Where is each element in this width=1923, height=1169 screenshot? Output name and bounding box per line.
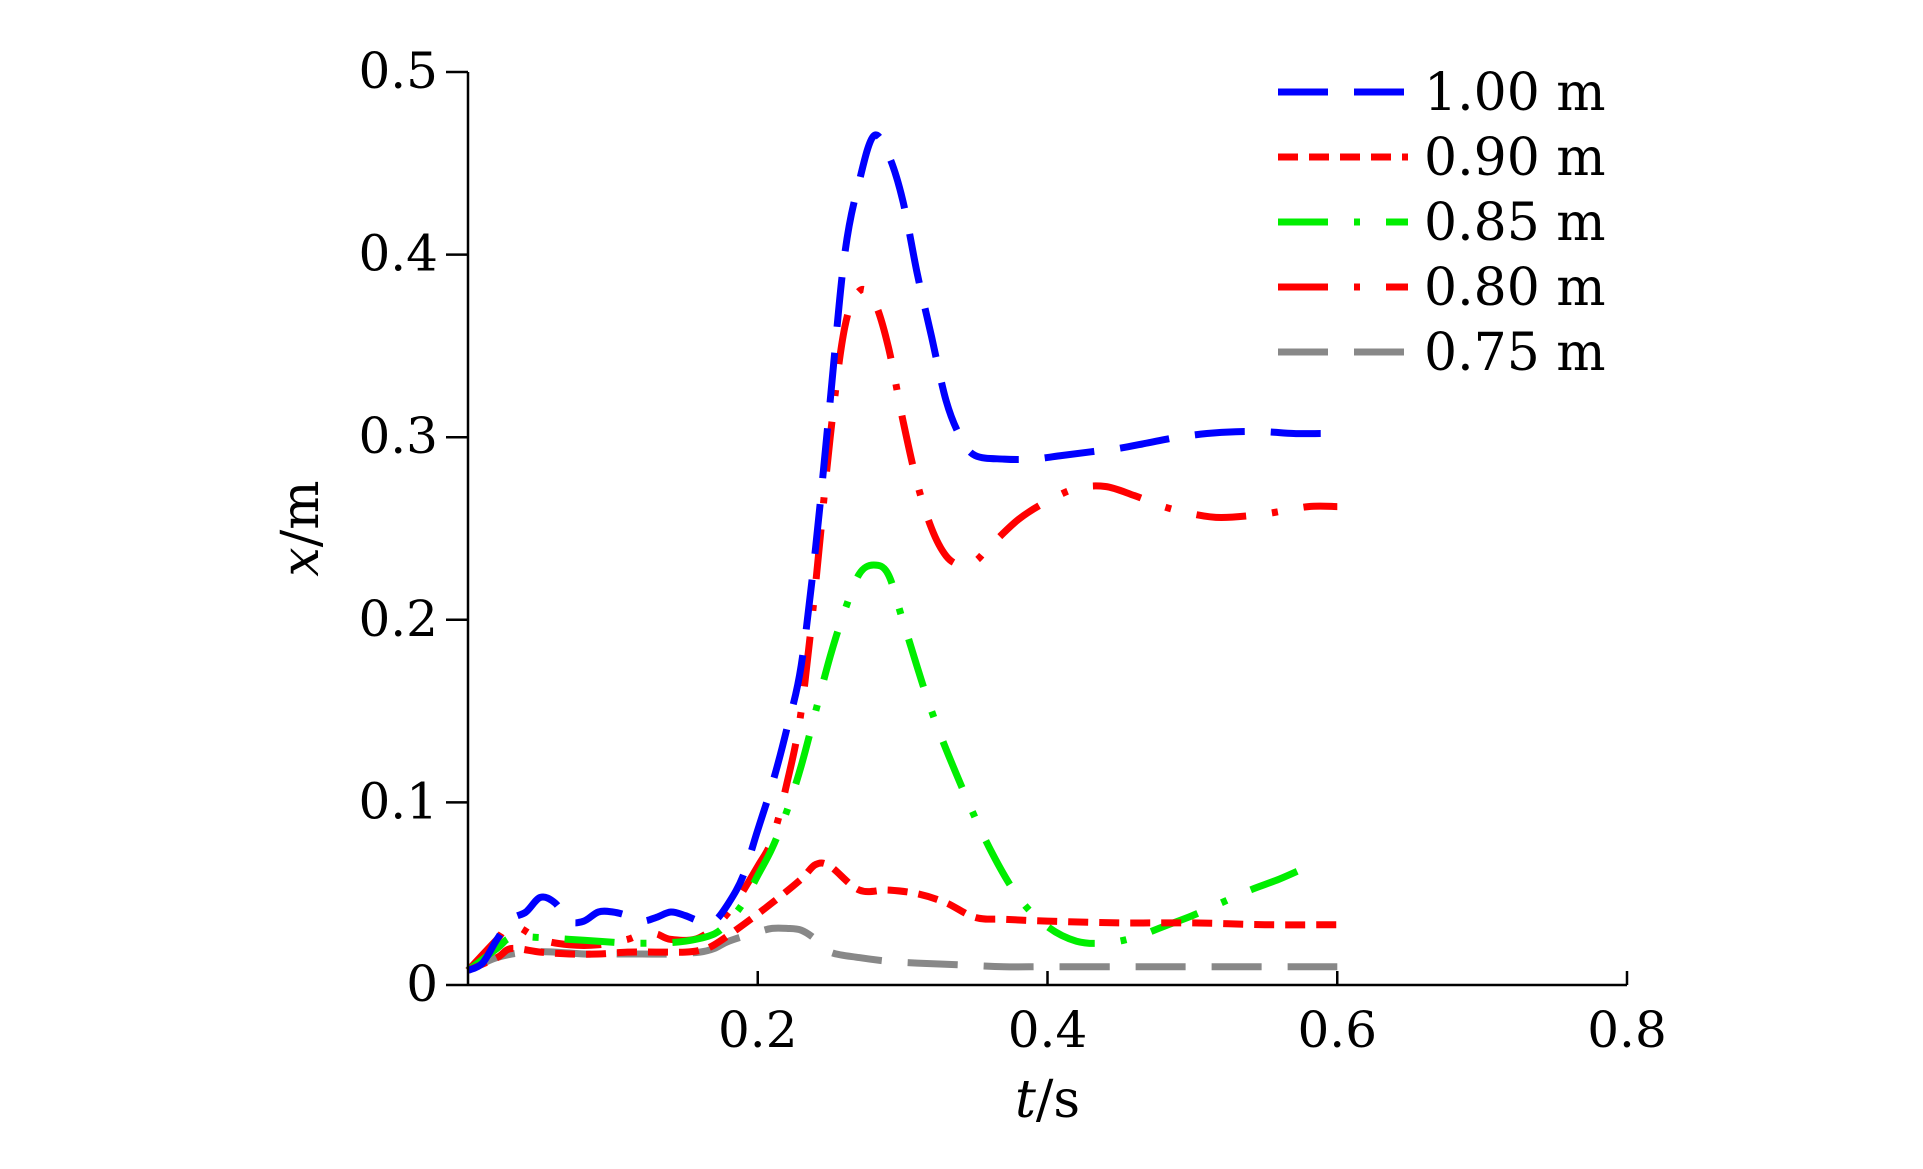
x-tick-label: 0.6 — [1297, 1001, 1377, 1059]
x-tick-label: 0.2 — [718, 1001, 798, 1059]
legend-item: 0.90 m — [1278, 128, 1606, 188]
series-line-0-85-m — [465, 561, 1310, 974]
legend-label: 0.80 m — [1424, 258, 1606, 318]
y-tick-label: 0.1 — [358, 772, 438, 830]
x-tick-label: 0.8 — [1587, 1001, 1667, 1059]
series-line-0-75-m — [466, 924, 1338, 974]
x-tick-label: 0.4 — [1008, 1001, 1088, 1059]
y-axis-label: x/m — [271, 480, 331, 576]
legend-item: 0.85 m — [1278, 193, 1606, 253]
y-tick-label: 0.3 — [358, 407, 438, 465]
ticks-layer: 0 0.1 0.2 0.3 0.4 0.5 0.2 0.4 0.6 0.8 — [358, 42, 1666, 1059]
legend-label: 0.85 m — [1424, 193, 1606, 253]
legend-item: 1.00 m — [1278, 63, 1606, 123]
series-line-0-90-m — [466, 859, 1338, 974]
series-line-0-80-m — [465, 285, 1338, 973]
x-axis-label: t/s — [1015, 1070, 1080, 1130]
legend-label: 1.00 m — [1424, 63, 1606, 123]
y-tick-label: 0 — [406, 955, 438, 1013]
legend: 1.00 m0.90 m0.85 m0.80 m0.75 m — [1278, 63, 1606, 383]
legend-item: 0.80 m — [1278, 258, 1606, 318]
legend-item: 0.75 m — [1278, 323, 1606, 383]
y-tick-label: 0.4 — [358, 225, 438, 283]
legend-label: 0.75 m — [1424, 323, 1606, 383]
series-line-1-00-m — [466, 131, 1338, 974]
legend-label: 0.90 m — [1424, 128, 1606, 188]
y-tick-label: 0.5 — [358, 42, 438, 100]
series-layer — [465, 131, 1338, 974]
y-tick-label: 0.2 — [358, 590, 438, 648]
